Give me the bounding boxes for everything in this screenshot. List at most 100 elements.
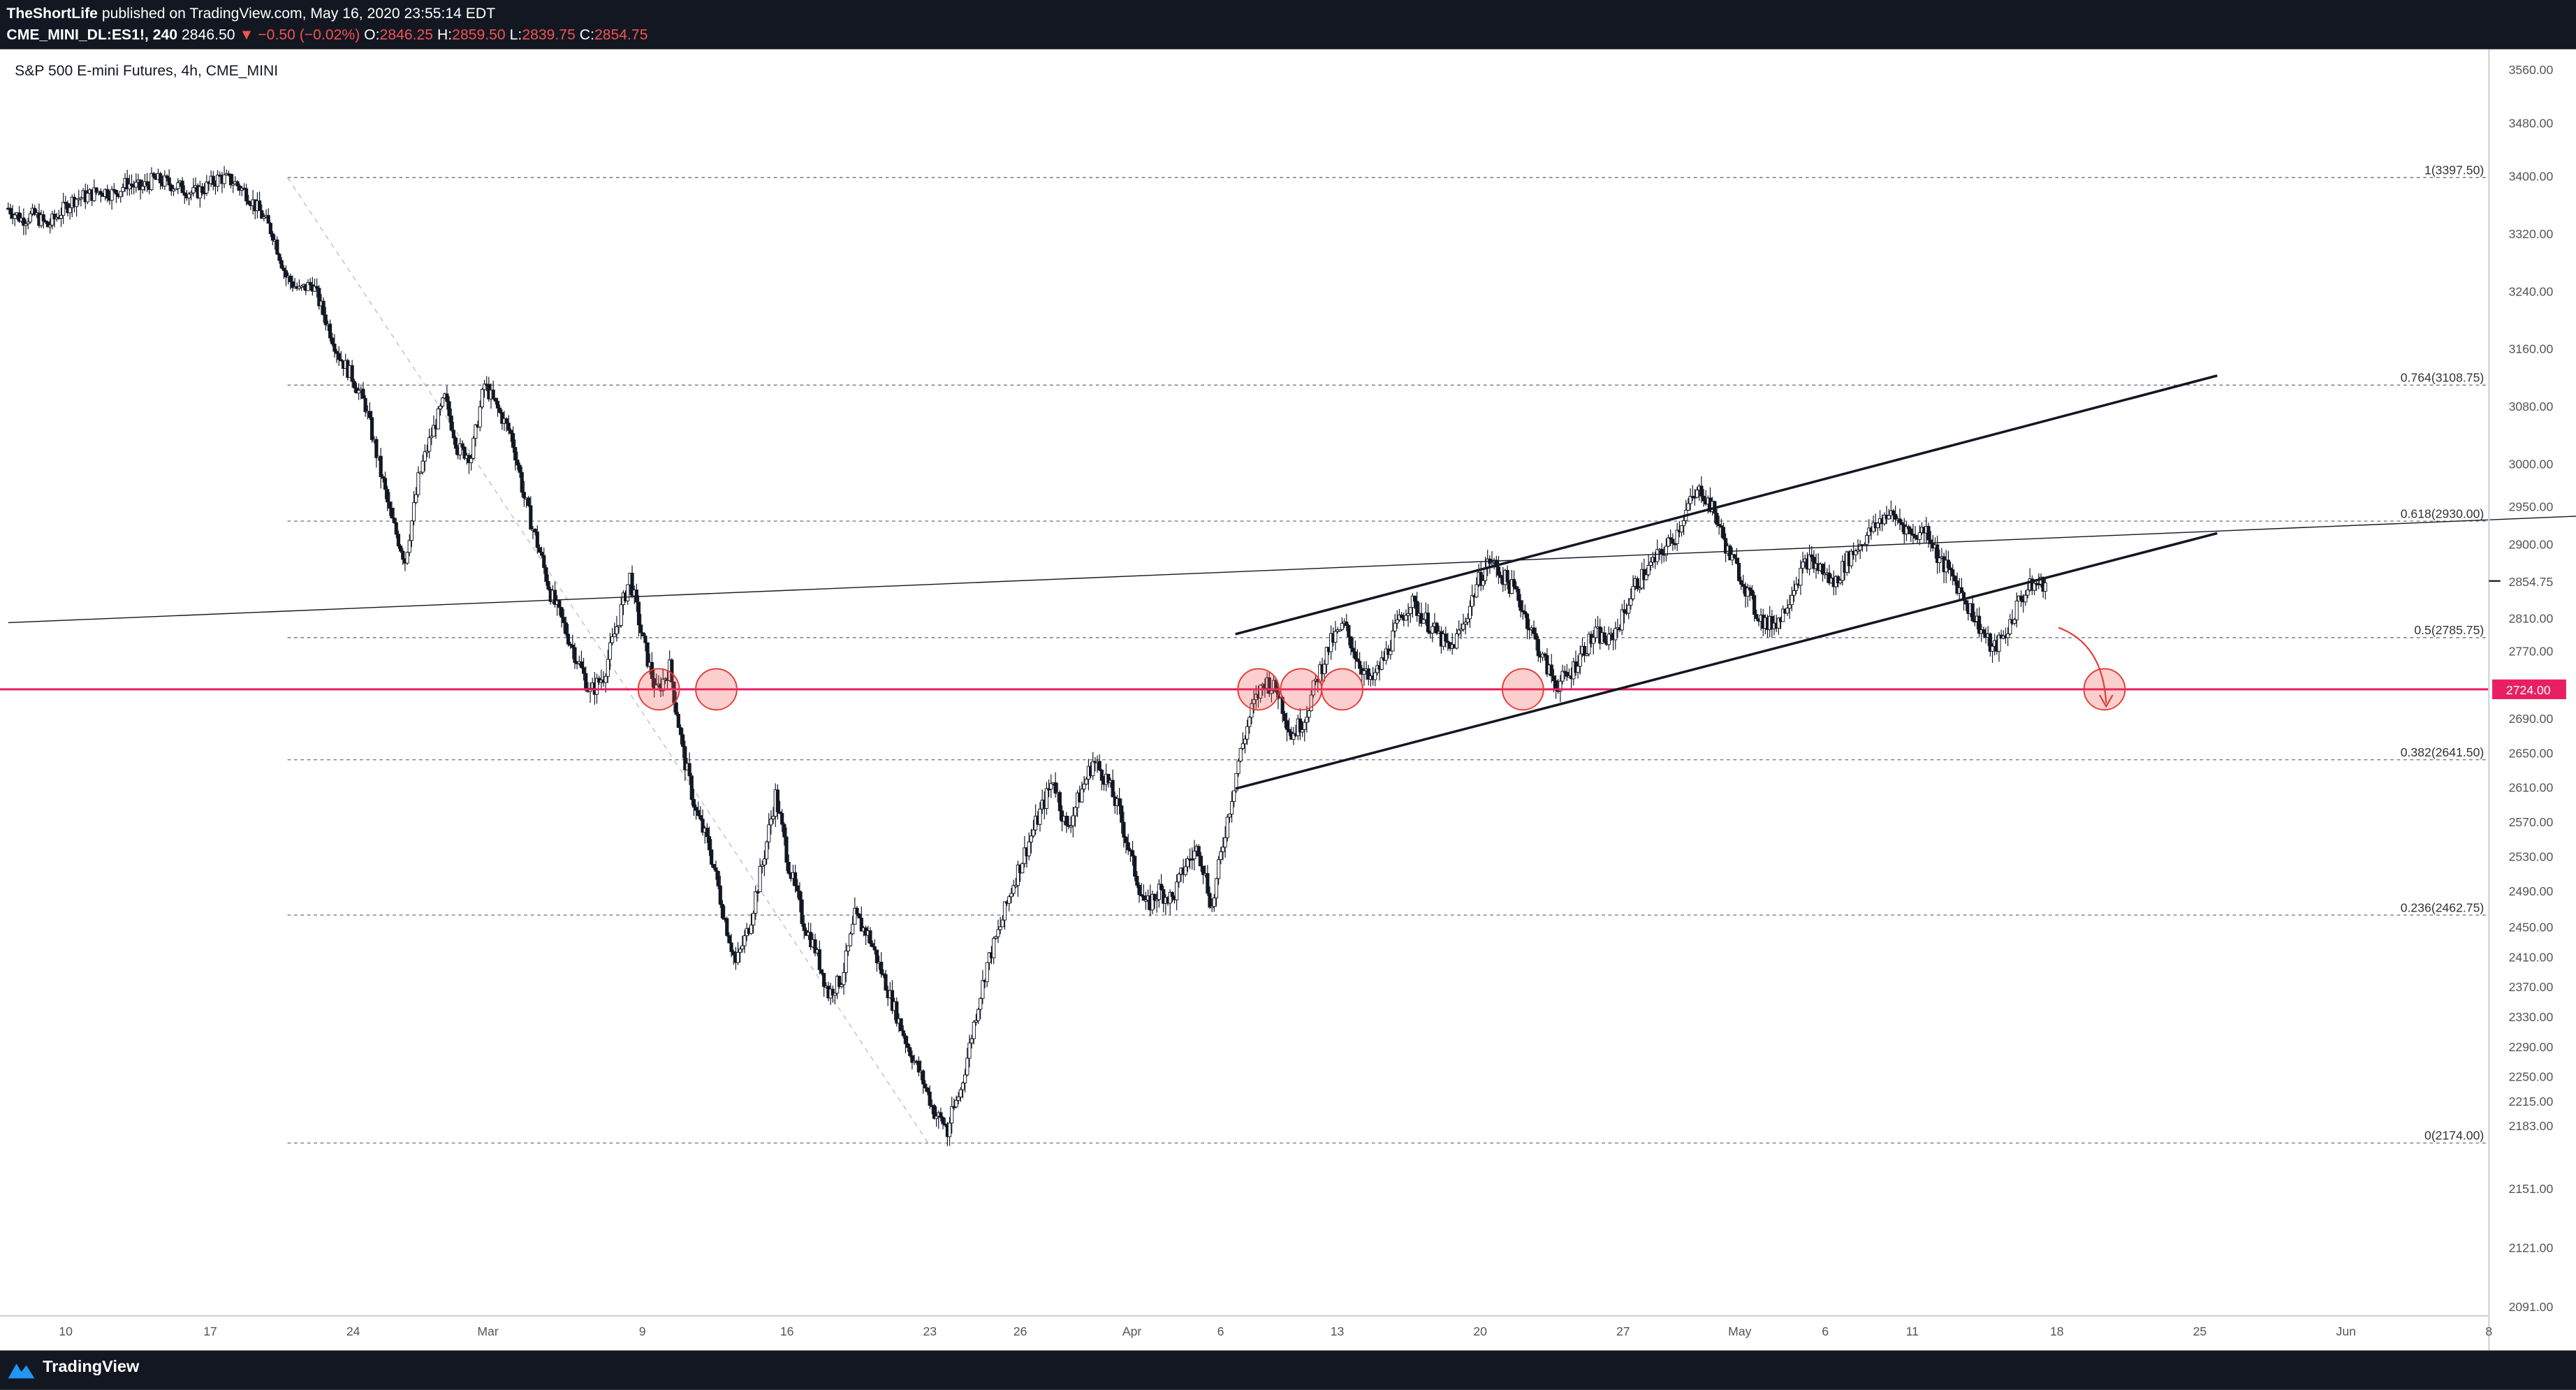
candle-body bbox=[976, 1009, 981, 1021]
candle-body bbox=[211, 175, 215, 185]
time-tick-label: 25 bbox=[2193, 1324, 2207, 1338]
candle-body bbox=[513, 447, 518, 461]
candle-body bbox=[901, 1030, 905, 1037]
candle-body bbox=[134, 182, 138, 188]
candle-body bbox=[75, 198, 79, 207]
high-label: H: bbox=[437, 26, 453, 43]
candle-body bbox=[542, 555, 546, 569]
candle-body bbox=[423, 451, 427, 462]
candle-body bbox=[495, 400, 500, 409]
candle-body bbox=[191, 187, 196, 193]
candle-body bbox=[1366, 668, 1370, 680]
candle-body bbox=[594, 678, 599, 695]
candle-body bbox=[498, 407, 502, 413]
candle-body bbox=[1669, 537, 1673, 540]
candle-body bbox=[222, 174, 226, 184]
candle-body bbox=[1345, 621, 1349, 626]
candle-body bbox=[1091, 761, 1095, 777]
candle-body bbox=[762, 858, 766, 865]
candle-body bbox=[1856, 549, 1860, 552]
candle-body bbox=[1565, 671, 1569, 677]
candle-body bbox=[760, 864, 764, 867]
candle-body bbox=[921, 1070, 925, 1085]
candle-body bbox=[140, 186, 145, 191]
candle-body bbox=[1236, 761, 1241, 774]
candle-body bbox=[1666, 537, 1671, 547]
author-name[interactable]: TheShortLife bbox=[6, 5, 98, 22]
candle-body bbox=[369, 417, 374, 440]
candle-body bbox=[691, 799, 696, 808]
candle-body bbox=[749, 924, 754, 934]
candle-body bbox=[2019, 595, 2024, 601]
candle-body bbox=[784, 836, 789, 863]
candle-body bbox=[731, 951, 736, 956]
candle-body bbox=[511, 433, 515, 448]
candle-body bbox=[337, 353, 341, 360]
candle-body bbox=[780, 812, 784, 825]
tradingview-logo-icon[interactable] bbox=[6, 1359, 36, 1380]
price-tick-label: 2690.00 bbox=[2509, 712, 2554, 726]
time-axis[interactable]: 10 17 24 Mar 9 16 23 26 Apr 6 13 20 27 May 6 11 18 25 Jun 8 bbox=[59, 1324, 2492, 1338]
candle-body bbox=[1755, 614, 1759, 620]
time-tick-label: 23 bbox=[923, 1324, 937, 1338]
time-tick-label: 16 bbox=[780, 1324, 794, 1338]
candle-body bbox=[1329, 633, 1333, 652]
price-axis[interactable]: 3560.00 3480.00 3400.00 3320.00 3240.00 3160.… bbox=[2489, 63, 2553, 1314]
candle-body bbox=[1635, 578, 1639, 590]
candle-body bbox=[610, 636, 615, 643]
candle-body bbox=[1201, 865, 1206, 875]
time-tick-label: 18 bbox=[2050, 1324, 2064, 1338]
candle-body bbox=[244, 188, 249, 202]
candle-body bbox=[1238, 748, 1243, 762]
publish-line: TheShortLife published on TradingView.co… bbox=[6, 5, 495, 22]
price-tick-label: 2151.00 bbox=[2509, 1182, 2554, 1196]
candle-body bbox=[1746, 587, 1750, 597]
candle-body bbox=[996, 929, 1000, 937]
candle-body bbox=[533, 529, 537, 533]
candle-body bbox=[935, 1115, 939, 1119]
price-change: ▼ −0.50 (−0.02%) bbox=[239, 26, 360, 43]
fib-retracement[interactable]: 1(3397.50) 0.764(3108.75) 0.618(2930.00) 0.… bbox=[287, 163, 2489, 1144]
price-chart[interactable]: 1(3397.50) 0.764(3108.75) 0.618(2930.00) 0.… bbox=[0, 49, 2576, 1351]
candle-body bbox=[469, 458, 474, 463]
footer-brand[interactable]: TradingView bbox=[43, 1359, 140, 1377]
candle-body bbox=[974, 1020, 979, 1023]
candle-body bbox=[471, 437, 476, 459]
candle-body bbox=[28, 213, 32, 223]
candle-body bbox=[247, 200, 251, 205]
candle-body bbox=[1459, 629, 1463, 631]
time-tick-label: 8 bbox=[2485, 1324, 2492, 1338]
candle-body bbox=[1013, 885, 1018, 887]
candle-body bbox=[1454, 633, 1459, 649]
candle-body bbox=[771, 816, 775, 819]
candle-body bbox=[1250, 703, 1254, 718]
candle-body bbox=[1688, 495, 1692, 504]
candle-body bbox=[571, 645, 575, 648]
candle-body bbox=[698, 815, 703, 820]
candle-body bbox=[1426, 613, 1430, 633]
candle-body bbox=[1282, 713, 1287, 722]
candle-body bbox=[1785, 608, 1790, 614]
candle-body bbox=[1926, 526, 1931, 541]
fib-level-label: 1(3397.50) bbox=[2424, 163, 2484, 177]
candle-body bbox=[1660, 548, 1664, 555]
candle-body bbox=[1790, 594, 1794, 606]
candle-body bbox=[1393, 622, 1397, 631]
candle-body bbox=[833, 993, 837, 996]
candle-body bbox=[1849, 550, 1854, 566]
candle-body bbox=[916, 1060, 921, 1073]
candle-body bbox=[950, 1106, 954, 1124]
drawings[interactable]: 2724.00 bbox=[0, 374, 2576, 790]
candle-body bbox=[694, 807, 698, 811]
candle-body bbox=[414, 494, 418, 503]
candle-body bbox=[872, 946, 877, 951]
price-tick-label: 2215.00 bbox=[2509, 1095, 2554, 1109]
candle-body bbox=[979, 997, 983, 1010]
candle-body bbox=[1671, 539, 1675, 544]
candle-body bbox=[1073, 807, 1078, 817]
candle-body bbox=[1620, 609, 1624, 631]
candle-body bbox=[1629, 598, 1633, 606]
candle-body bbox=[1699, 485, 1704, 497]
candle-body bbox=[401, 550, 405, 560]
candle-body bbox=[1120, 805, 1124, 823]
